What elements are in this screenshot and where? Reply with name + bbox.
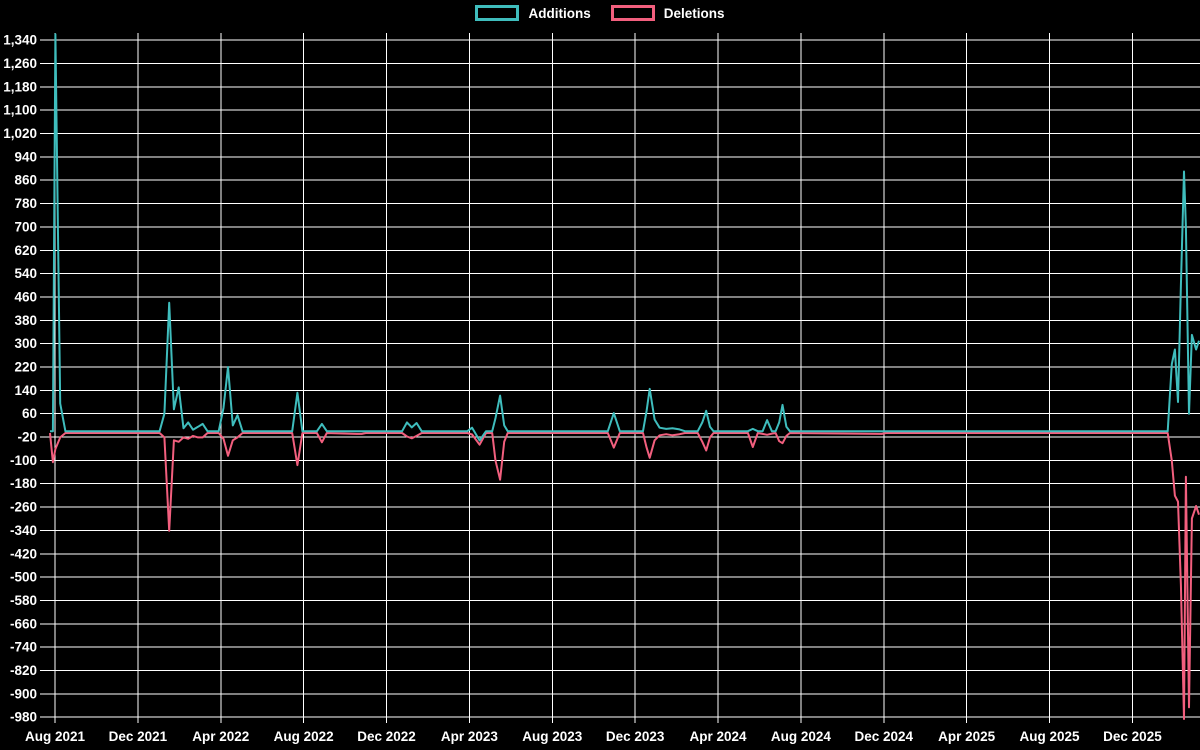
additions-legend-label: Additions xyxy=(528,5,591,21)
y-tick-label: 60 xyxy=(22,406,37,421)
y-tick-label: -740 xyxy=(10,640,37,655)
x-tick-label: Dec 2021 xyxy=(109,729,168,744)
y-tick-label: -20 xyxy=(17,430,37,445)
x-tick-label: Apr 2025 xyxy=(938,729,996,744)
y-tick-label: -260 xyxy=(10,500,37,515)
y-tick-label: 460 xyxy=(14,289,37,304)
y-tick-label: 1,180 xyxy=(3,79,37,94)
x-tick-label: Dec 2024 xyxy=(855,729,914,744)
y-tick-label: -420 xyxy=(10,546,37,561)
x-tick-label: Apr 2022 xyxy=(192,729,249,744)
y-tick-label: 860 xyxy=(14,173,37,188)
y-tick-label: 220 xyxy=(14,360,37,375)
y-tick-label: 1,340 xyxy=(3,33,37,48)
x-tick-label: Aug 2025 xyxy=(1020,729,1081,744)
y-tick-label: 140 xyxy=(14,383,37,398)
x-tick-label: Apr 2023 xyxy=(441,729,499,744)
additions-line xyxy=(50,33,1200,442)
x-tick-label: Dec 2023 xyxy=(606,729,665,744)
y-tick-label: -500 xyxy=(10,570,37,585)
x-tick-label: Aug 2022 xyxy=(274,729,334,744)
y-tick-label: -900 xyxy=(10,686,37,701)
x-axis-labels: Aug 2021 Dec 2021 Apr 2022 Aug 2022 Dec 2022… xyxy=(25,729,1162,744)
y-tick-label: 940 xyxy=(14,149,37,164)
x-tick-label: Apr 2024 xyxy=(690,729,748,744)
y-tick-label: -100 xyxy=(10,453,37,468)
y-tick-label: -660 xyxy=(10,616,37,631)
y-tick-label: 1,260 xyxy=(3,56,37,71)
deletions-legend-swatch-icon xyxy=(610,5,655,21)
y-tick-label: 380 xyxy=(14,313,37,328)
y-tick-label: 1,100 xyxy=(3,103,37,118)
y-tick-label: -580 xyxy=(10,593,37,608)
y-tick-label: -180 xyxy=(10,476,37,491)
chart-legend: Additions Deletions xyxy=(0,5,1200,21)
y-tick-label: 1,020 xyxy=(3,126,37,141)
additions-legend-swatch-icon xyxy=(475,5,520,21)
x-tick-label: Aug 2023 xyxy=(522,729,583,744)
y-axis-labels: 1,340 1,260 1,180 1,100 1,020 940 860 780 700 620… xyxy=(3,33,37,725)
y-tick-label: 780 xyxy=(14,196,37,211)
x-tick-label: Aug 2021 xyxy=(25,729,86,744)
y-tick-label: -820 xyxy=(10,663,37,678)
deletions-line xyxy=(49,432,1200,721)
y-tick-label: -980 xyxy=(10,710,37,725)
x-tick-label: Dec 2022 xyxy=(357,729,416,744)
y-tick-label: 700 xyxy=(14,219,37,234)
x-tick-label: Dec 2025 xyxy=(1103,729,1162,744)
y-tick-label: 620 xyxy=(14,243,37,258)
x-tick-label: Aug 2024 xyxy=(771,729,832,744)
y-tick-label: 300 xyxy=(14,336,37,351)
legend-item-additions[interactable]: Additions xyxy=(475,5,591,21)
y-tick-label: 540 xyxy=(14,266,37,281)
y-tick-label: -340 xyxy=(10,523,37,538)
deletions-legend-label: Deletions xyxy=(663,5,725,21)
gridlines xyxy=(40,33,1200,723)
legend-item-deletions[interactable]: Deletions xyxy=(610,5,725,21)
